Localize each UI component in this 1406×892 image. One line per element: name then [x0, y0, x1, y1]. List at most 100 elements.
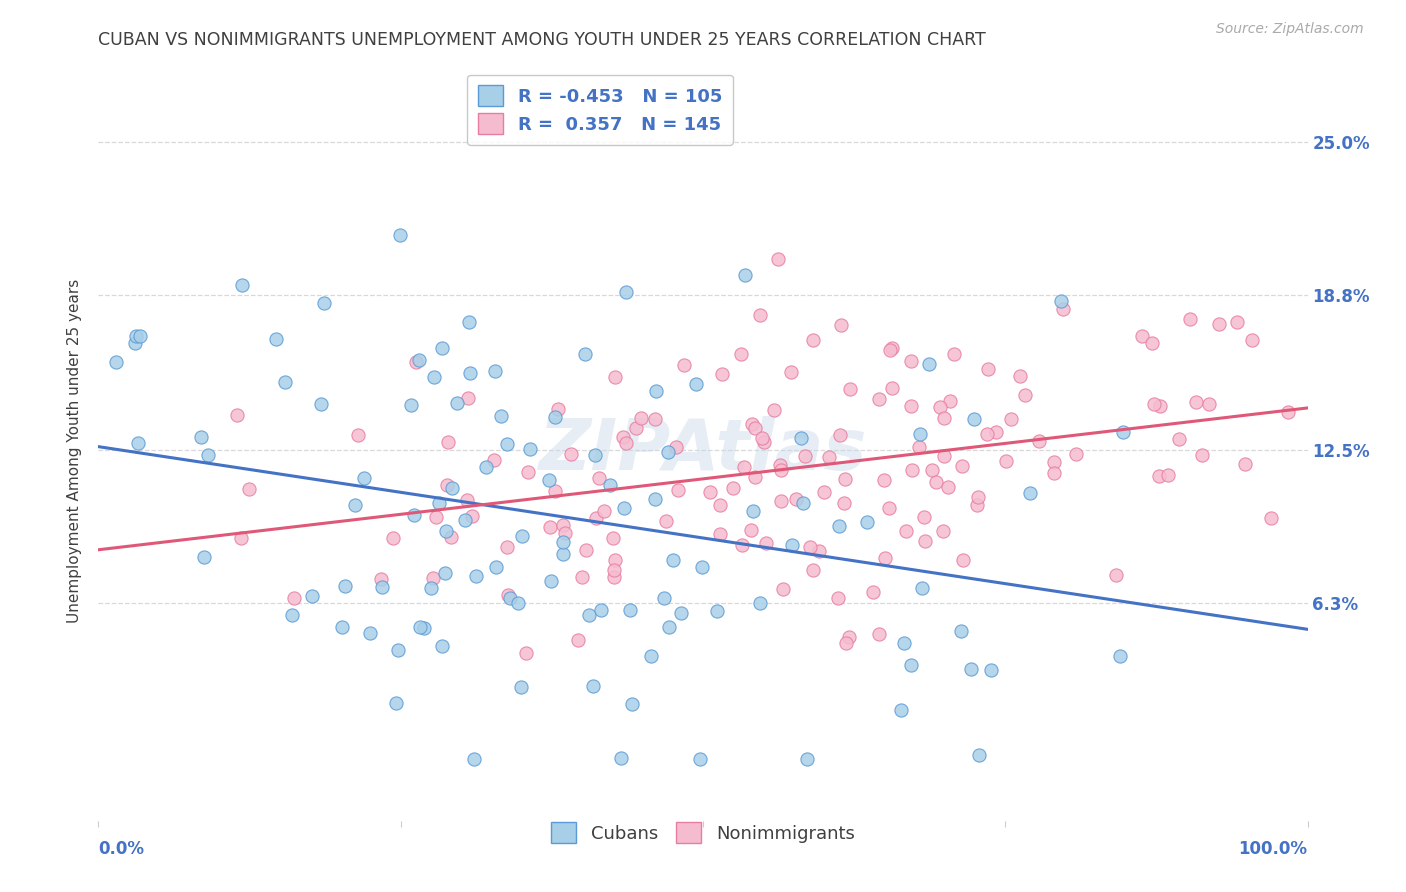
- Point: [125, 329, 148, 343]
- Point: [388, 228, 411, 243]
- Point: [967, 747, 990, 762]
- Point: [456, 493, 478, 508]
- Point: [1178, 312, 1201, 326]
- Point: [602, 563, 624, 577]
- Point: [818, 450, 841, 465]
- Point: [430, 342, 453, 356]
- Point: [938, 480, 960, 494]
- Point: [554, 526, 576, 541]
- Legend: Cubans, Nonimmigrants: Cubans, Nonimmigrants: [543, 814, 863, 853]
- Point: [862, 585, 884, 599]
- Point: [457, 391, 479, 405]
- Point: [949, 624, 972, 639]
- Point: [575, 542, 598, 557]
- Point: [1191, 448, 1213, 462]
- Point: [485, 559, 508, 574]
- Point: [353, 470, 375, 484]
- Point: [785, 491, 807, 506]
- Point: [855, 515, 877, 529]
- Text: ZIPAtlas: ZIPAtlas: [538, 416, 868, 485]
- Point: [465, 568, 488, 582]
- Point: [748, 596, 770, 610]
- Point: [1147, 469, 1170, 483]
- Point: [190, 430, 212, 444]
- Point: [603, 570, 626, 584]
- Point: [790, 431, 813, 445]
- Point: [640, 648, 662, 663]
- Point: [274, 375, 297, 389]
- Point: [1226, 315, 1249, 329]
- Point: [749, 308, 772, 322]
- Point: [832, 496, 855, 510]
- Point: [588, 470, 610, 484]
- Point: [193, 550, 215, 565]
- Point: [893, 636, 915, 650]
- Point: [929, 400, 952, 414]
- Point: [868, 392, 890, 406]
- Point: [1042, 467, 1064, 481]
- Point: [644, 412, 666, 426]
- Point: [574, 347, 596, 361]
- Point: [801, 333, 824, 347]
- Point: [408, 352, 430, 367]
- Point: [283, 591, 305, 606]
- Point: [741, 417, 763, 431]
- Point: [914, 534, 936, 549]
- Point: [264, 332, 287, 346]
- Point: [624, 421, 647, 435]
- Point: [880, 381, 903, 395]
- Point: [593, 503, 616, 517]
- Point: [510, 680, 533, 694]
- Point: [952, 553, 974, 567]
- Point: [890, 703, 912, 717]
- Point: [454, 513, 477, 527]
- Point: [780, 365, 803, 379]
- Point: [422, 571, 444, 585]
- Point: [711, 367, 734, 381]
- Point: [510, 528, 533, 542]
- Point: [690, 559, 713, 574]
- Point: [1105, 568, 1128, 582]
- Point: [551, 518, 574, 533]
- Point: [801, 563, 824, 577]
- Point: [405, 355, 427, 369]
- Point: [966, 498, 988, 512]
- Point: [835, 635, 858, 649]
- Point: [197, 448, 219, 462]
- Point: [311, 397, 333, 411]
- Point: [602, 531, 624, 545]
- Point: [458, 315, 481, 329]
- Point: [769, 458, 792, 472]
- Point: [796, 752, 818, 766]
- Point: [544, 483, 567, 498]
- Point: [752, 435, 775, 450]
- Point: [882, 341, 904, 355]
- Point: [827, 591, 849, 605]
- Point: [496, 540, 519, 554]
- Point: [436, 478, 458, 492]
- Point: [932, 450, 955, 464]
- Point: [446, 396, 468, 410]
- Point: [912, 510, 935, 524]
- Point: [706, 604, 728, 618]
- Point: [603, 370, 626, 384]
- Point: [770, 493, 793, 508]
- Point: [873, 473, 896, 487]
- Point: [491, 409, 513, 423]
- Point: [537, 473, 560, 487]
- Point: [967, 490, 990, 504]
- Point: [129, 328, 152, 343]
- Point: [1277, 404, 1299, 418]
- Point: [963, 412, 986, 426]
- Point: [614, 285, 637, 299]
- Point: [868, 627, 890, 641]
- Point: [630, 411, 652, 425]
- Point: [496, 588, 519, 602]
- Point: [332, 620, 354, 634]
- Point: [427, 496, 450, 510]
- Point: [734, 268, 756, 282]
- Point: [547, 401, 569, 416]
- Point: [440, 530, 463, 544]
- Point: [382, 532, 405, 546]
- Point: [425, 510, 447, 524]
